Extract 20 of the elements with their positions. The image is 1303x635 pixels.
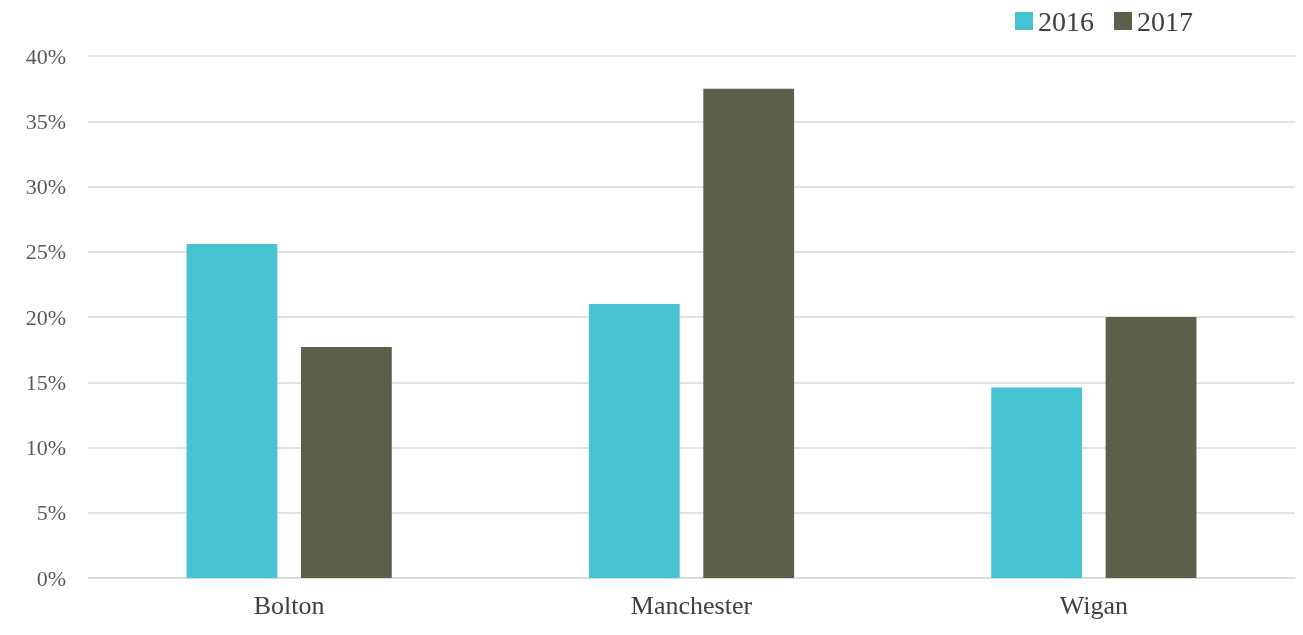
y-tick-label: 30% bbox=[25, 174, 66, 199]
legend-label: 2017 bbox=[1137, 5, 1193, 37]
y-tick-label: 0% bbox=[36, 565, 66, 591]
bar bbox=[186, 243, 278, 578]
y-tick-label: 40% bbox=[25, 43, 66, 69]
bar bbox=[300, 347, 392, 578]
x-tick-label: Manchester bbox=[630, 590, 753, 620]
y-tick-label: 10% bbox=[25, 435, 66, 460]
y-tick-label: 15% bbox=[25, 369, 66, 395]
x-tick-label: Bolton bbox=[253, 590, 325, 620]
bar bbox=[991, 387, 1083, 578]
y-tick-label: 5% bbox=[36, 500, 66, 526]
y-tick-label: 20% bbox=[25, 304, 66, 330]
legend-label: 2016 bbox=[1038, 5, 1094, 37]
y-tick-label: 25% bbox=[25, 239, 66, 265]
bar bbox=[1105, 317, 1197, 578]
bar bbox=[588, 303, 680, 578]
y-tick-label: 35% bbox=[25, 108, 66, 134]
bar bbox=[703, 88, 795, 578]
x-tick-label: Wigan bbox=[1059, 590, 1128, 620]
